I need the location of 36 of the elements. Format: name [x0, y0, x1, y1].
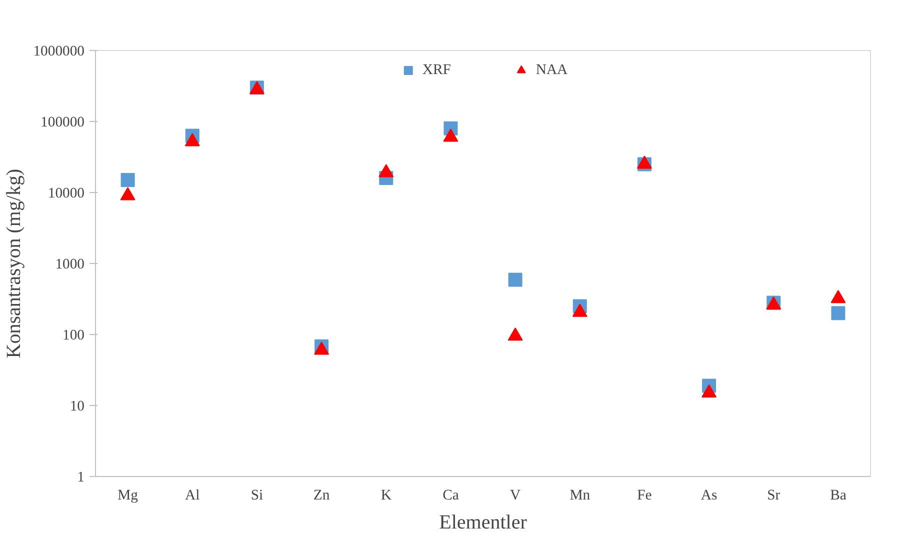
x-axis-title: Elementler [439, 512, 528, 534]
point [572, 304, 588, 317]
point [508, 328, 523, 341]
x-tick-label: Zn [313, 488, 330, 504]
y-tick-label: 100 [62, 328, 84, 344]
x-tick-label: Mg [118, 488, 139, 504]
y-axis-title: Konsantrasyon (mg/kg) [3, 168, 26, 358]
point [314, 342, 330, 355]
legend-label: XRF [422, 62, 451, 78]
point [636, 156, 652, 169]
x-tick-label: Sr [767, 488, 780, 504]
y-tick-label: 1000000 [33, 44, 84, 60]
y-tick-label: 1 [77, 470, 84, 486]
point [702, 384, 717, 398]
point [120, 173, 135, 187]
x-tick-label: Al [185, 488, 200, 504]
y-tick-label: 1000 [55, 256, 84, 272]
legend-label: NAA [536, 62, 568, 78]
point [120, 187, 136, 200]
x-tick-label: Ca [442, 488, 460, 504]
y-tick-label: 100000 [40, 114, 84, 130]
x-tick-label: K [380, 488, 392, 504]
x-tick-label: V [510, 488, 521, 504]
x-tick-label: Si [250, 488, 264, 504]
point [830, 290, 846, 304]
point [508, 272, 522, 287]
x-tick-label: As [700, 488, 718, 504]
y-tick-label: 10000 [48, 186, 84, 202]
x-tick-label: Fe [637, 488, 652, 504]
x-tick-label: Mn [570, 488, 591, 504]
point [443, 128, 458, 142]
y-tick-label: 10 [70, 398, 84, 414]
point [831, 306, 846, 320]
point [378, 164, 394, 178]
point [184, 133, 200, 146]
x-tick-label: Ba [830, 488, 847, 504]
